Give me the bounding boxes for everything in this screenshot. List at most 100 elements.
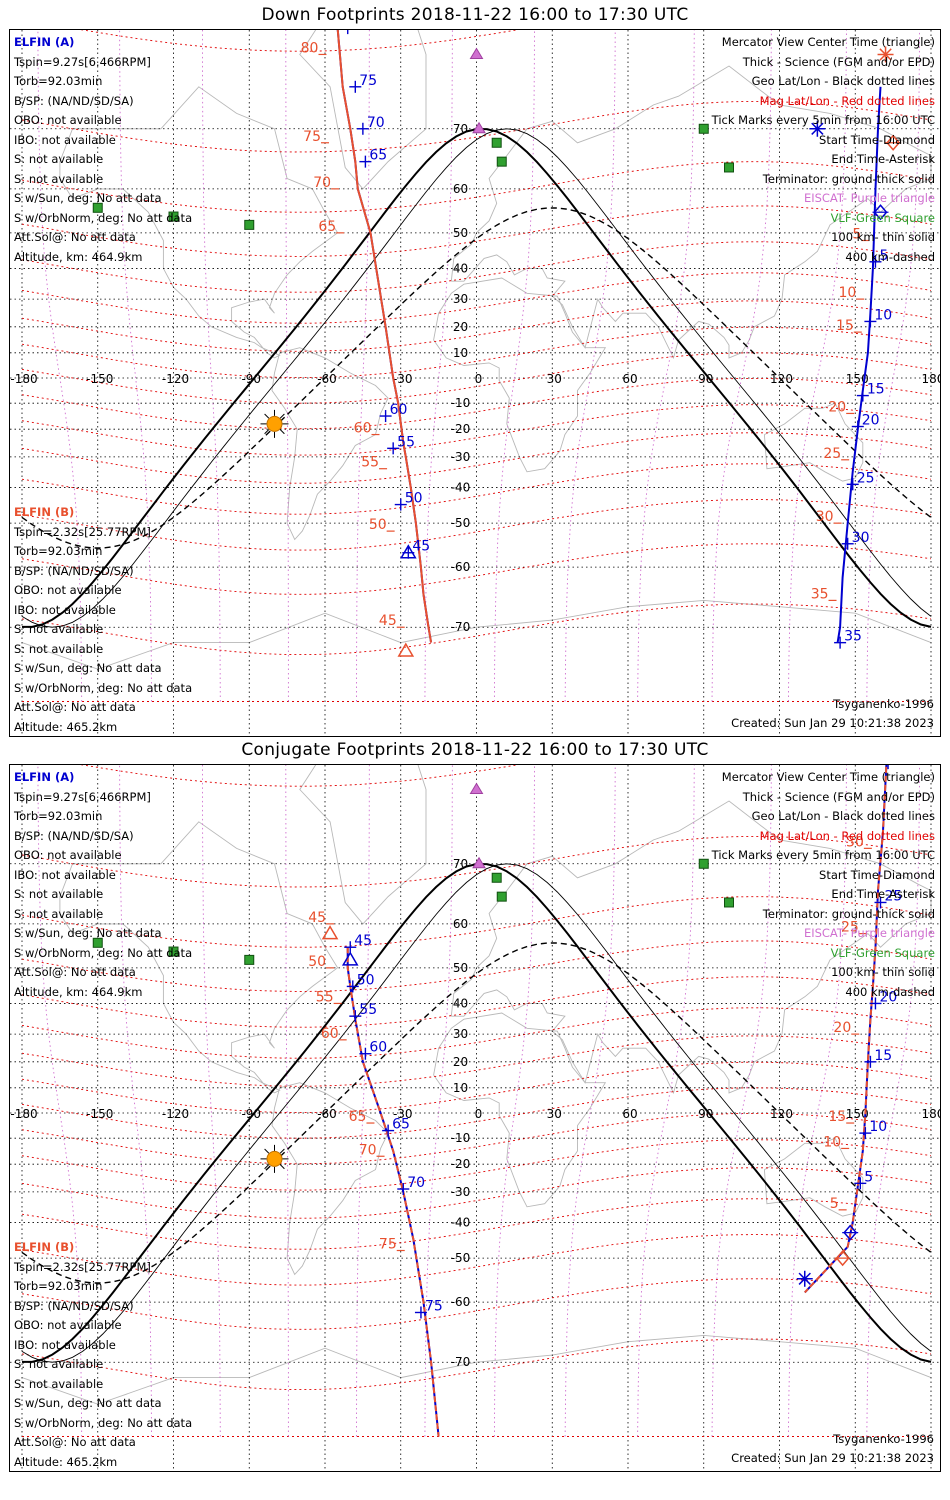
info-line: OBO: not available	[14, 848, 122, 862]
coastline	[299, 30, 427, 190]
legend-item: Terminator: ground-thick solid	[762, 171, 935, 186]
info-line: S w/Sun, deg: No att data	[14, 926, 162, 940]
legend-item: 100 km- thin solid	[831, 230, 935, 244]
eiscat-triangle	[469, 782, 484, 794]
sun-ray	[279, 429, 285, 435]
tick-a-label: 50	[357, 972, 375, 988]
info-line: S: not available	[14, 906, 104, 921]
legend-item: Thick - Science (FGM and/or EPD)	[742, 54, 935, 69]
mag-meridian	[202, 30, 221, 702]
info-line: Tspin=2.32s[25.77RPM]	[14, 1259, 151, 1274]
end-asterisk-a	[809, 120, 826, 137]
tick-a-label: 45	[354, 933, 372, 949]
info-line: S: not available	[14, 1376, 104, 1391]
legend-item: Mag Lat/Lon - Red dotted lines	[759, 93, 935, 108]
mag-parallel	[21, 1035, 932, 1087]
vlf-square	[698, 123, 709, 134]
center-triangle-b	[321, 925, 339, 940]
geo-lat-label: 60	[453, 917, 468, 931]
geo-lat-label: 50	[453, 226, 468, 240]
geo-lat-label: -10	[451, 1131, 471, 1145]
info-line: IBO: not available	[14, 867, 116, 882]
info-line: Att.Sol@: No att data	[14, 965, 136, 979]
legend-item: Mag Lat/Lon - Red dotted lines	[759, 828, 935, 843]
tick-a-mag-label: 65	[349, 1109, 367, 1125]
geo-lat-label: 20	[453, 1055, 468, 1069]
tick-a-mag-label: 45	[308, 910, 326, 926]
terminator-100km	[21, 863, 932, 1363]
sun-ray	[264, 429, 270, 435]
center-triangle-a	[400, 544, 417, 559]
info-line: S w/Sun, deg: No att data	[14, 661, 162, 675]
map-svg-conjugate: -180 -150 -120 -90 -60 -30 0 30 60 90 120 150 180 70 6…	[10, 765, 941, 1471]
mag-meridian	[493, 30, 535, 702]
coastline	[271, 347, 389, 541]
tick-b-mag-label: 15	[836, 318, 854, 334]
start-diamond-b	[886, 134, 901, 151]
vlf-square	[724, 897, 734, 908]
tick-b-label: 25	[885, 888, 903, 904]
tick-b-mag-label: 35	[811, 586, 829, 602]
mag-meridian	[285, 30, 289, 702]
sun-ray	[279, 1148, 285, 1154]
tick-b-mag-label: 5	[830, 1196, 839, 1212]
info-line: Torb=92.03min	[14, 809, 103, 823]
mag-parallel	[21, 272, 932, 324]
mag-meridian	[711, 765, 772, 1437]
coastline	[59, 821, 339, 1094]
legend-item: Mercator View Center Time (triangle)	[721, 35, 935, 49]
elfin-a-info: ELFIN (A) Tspin=9.27s[6.466RPM] Torb=92.03…	[14, 33, 192, 267]
mag-meridian	[356, 765, 370, 1437]
info-line: S w/Sun, deg: No att data	[14, 191, 162, 205]
geo-lon-label: 180	[922, 1107, 941, 1121]
vlf-square	[496, 891, 507, 902]
geo-lon-label: 30	[547, 1107, 562, 1121]
tick-b-label: 5	[864, 1169, 873, 1185]
info-line: OBO: not available	[14, 1318, 122, 1332]
legend-item: EISCAT- Purple triangle	[803, 926, 935, 940]
tick-a-mag-label: 75	[303, 129, 321, 145]
satellite-header: ELFIN (B)	[14, 505, 75, 519]
mag-parallel	[21, 326, 932, 379]
geo-lon-label: -60	[317, 1107, 337, 1121]
info-line: S: not available	[14, 1357, 104, 1371]
tick-b-label: 15	[874, 1048, 892, 1064]
tick-b-label: 30	[852, 530, 870, 546]
geo-lon-label: -90	[241, 372, 261, 386]
mag-parallel	[21, 1007, 932, 1059]
geo-lon-label: 150	[846, 1107, 869, 1121]
geo-lon-label: 60	[622, 1107, 637, 1121]
mag-meridian	[493, 765, 535, 1437]
tick-a-mag-label: 70	[359, 1142, 377, 1158]
info-line: Torb=92.03min	[14, 544, 103, 558]
coastline	[433, 277, 607, 473]
end-asterisk-a	[796, 1270, 813, 1287]
end-asterisk-a-ray	[811, 122, 824, 135]
sun-ray	[279, 413, 285, 419]
legend-item: Tick Marks every 5min from 16:00 UTC	[711, 848, 935, 862]
info-line: OBO: not available	[14, 583, 122, 597]
tick-a-label: 55	[359, 1002, 377, 1018]
mag-meridian	[202, 765, 221, 1437]
geo-lat-label: 30	[453, 292, 468, 306]
legend-item: 400 km-dashed	[845, 984, 935, 999]
start-diamond-a	[873, 204, 888, 221]
geo-lat-label: -20	[451, 1157, 471, 1171]
geo-lon-label: 120	[770, 1107, 793, 1121]
vlf-square	[496, 156, 507, 167]
tick-a-label: 75	[359, 73, 377, 89]
tick-a-mag-label: 80	[301, 40, 319, 56]
info-line: B/SP: (NA/ND/SD/SA)	[14, 563, 134, 578]
geo-lon-label: -120	[162, 372, 189, 386]
tick-b-label: 35	[844, 629, 862, 645]
vlf-square	[92, 937, 103, 948]
tick-a-mag-label: 50	[308, 954, 326, 970]
tick-a-mag-label: 55	[361, 455, 379, 471]
geo-lat-label: 20	[453, 320, 468, 334]
tick-a-label: 75	[425, 1298, 443, 1314]
mag-meridian	[37, 765, 83, 1437]
geo-lon-label: 180	[922, 372, 941, 386]
mag-meridian	[711, 30, 772, 702]
info-line: Altitude: 465.2km	[14, 719, 118, 734]
mag-parallel	[21, 300, 932, 352]
